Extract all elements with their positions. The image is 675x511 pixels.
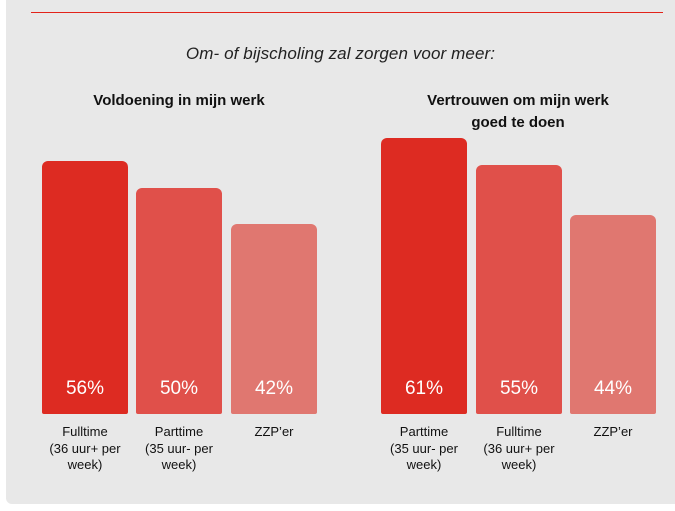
category-label-line: (35 uur- per: [390, 440, 458, 456]
category-label: ZZP’er: [558, 424, 668, 441]
bar-1-1: 56%: [42, 161, 128, 414]
chart-title-2: Vertrouwen om mijn werk goed te doen: [368, 90, 668, 134]
category-label: Fulltime (36 uur+ per week): [464, 424, 574, 474]
category-label: ZZP’er: [219, 424, 329, 441]
category-label-line: Parttime: [399, 424, 449, 439]
chart-title-1: Voldoening in mijn werk: [29, 90, 329, 112]
bar-2-1: 61%: [381, 138, 467, 414]
chart-title-line: Voldoening in mijn werk: [93, 92, 265, 109]
category-label-line: (36 uur+ per: [49, 440, 121, 456]
bar-value-label: 42%: [254, 378, 294, 399]
category-label-line: week): [501, 457, 537, 472]
page-subtitle: Om- of bijscholing zal zorgen voor meer:: [185, 44, 496, 63]
category-label-line: week): [161, 457, 197, 472]
category-label-line: ZZP’er: [593, 424, 633, 439]
category-label-line: week): [67, 457, 103, 472]
bar-2-3: 44%: [570, 215, 656, 414]
category-label: Parttime (35 uur- per week): [124, 424, 234, 474]
top-divider: [31, 12, 663, 13]
category-label-line: Parttime: [154, 424, 204, 439]
bar-value-label: 55%: [499, 378, 539, 399]
bar-1-3: 42%: [231, 224, 317, 414]
bar-2-2: 55%: [476, 165, 562, 414]
category-label-line: ZZP’er: [254, 424, 294, 439]
bar-value-label: 61%: [404, 378, 444, 399]
bar-value-label: 50%: [159, 378, 199, 399]
bar-value-label: 56%: [65, 378, 105, 399]
bar-1-2: 50%: [136, 188, 222, 414]
chart-title-line: Vertrouwen om mijn werk: [427, 92, 609, 109]
bar-value-label: 44%: [593, 378, 633, 399]
category-label-line: week): [406, 457, 442, 472]
category-label: Parttime (35 uur- per week): [369, 424, 479, 474]
category-label-line: Fulltime: [62, 424, 108, 439]
chart-title-line: goed te doen: [471, 114, 565, 131]
category-label: Fulltime (36 uur+ per week): [30, 424, 140, 474]
category-label-line: Fulltime: [496, 424, 542, 439]
category-label-line: (36 uur+ per: [483, 440, 555, 456]
category-label-line: (35 uur- per: [145, 440, 213, 456]
